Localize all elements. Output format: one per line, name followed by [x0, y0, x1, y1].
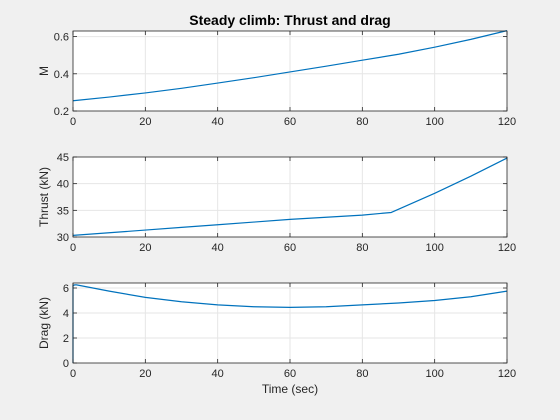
x-tick-label: 20 [139, 242, 151, 254]
y-tick-label: 2 [63, 333, 69, 345]
x-tick-label: 120 [498, 116, 516, 128]
chart-title: Steady climb: Thrust and drag [189, 12, 390, 28]
y-axis-label: Drag (kN) [37, 297, 51, 349]
x-tick-label: 40 [212, 116, 224, 128]
x-tick-label: 80 [356, 242, 368, 254]
x-tick-label: 40 [212, 242, 224, 254]
x-tick-label: 60 [284, 242, 296, 254]
y-tick-label: 45 [57, 152, 69, 164]
y-tick-label: 4 [63, 308, 69, 320]
x-tick-label: 20 [139, 368, 151, 380]
series-line-3 [72, 284, 508, 363]
y-tick-label: 6 [63, 283, 69, 295]
x-tick-label: 40 [212, 368, 224, 380]
x-tick-label: 100 [425, 368, 443, 380]
x-tick-label: 80 [356, 116, 368, 128]
series-line-1 [72, 30, 508, 102]
y-tick-label: 35 [57, 205, 69, 217]
y-axis-label: M [37, 66, 51, 76]
y-tick-label: 30 [57, 232, 69, 244]
x-tick-label: 120 [498, 368, 516, 380]
y-tick-label: 0.6 [54, 32, 69, 44]
y-axis-label: Thrust (kN) [37, 167, 51, 227]
x-tick-label: 100 [425, 116, 443, 128]
series-line-2 [72, 157, 508, 236]
y-tick-label: 0 [63, 358, 69, 370]
x-tick-label: 0 [70, 368, 76, 380]
x-axis-label: Time (sec) [262, 382, 318, 396]
x-tick-label: 120 [498, 242, 516, 254]
x-tick-label: 60 [284, 368, 296, 380]
x-tick-label: 100 [425, 242, 443, 254]
x-tick-label: 80 [356, 368, 368, 380]
x-tick-label: 0 [70, 116, 76, 128]
x-tick-label: 60 [284, 116, 296, 128]
x-tick-label: 20 [139, 116, 151, 128]
y-tick-label: 40 [57, 179, 69, 191]
x-tick-label: 0 [70, 242, 76, 254]
y-tick-label: 0.2 [54, 106, 69, 118]
y-tick-label: 0.4 [54, 69, 69, 81]
